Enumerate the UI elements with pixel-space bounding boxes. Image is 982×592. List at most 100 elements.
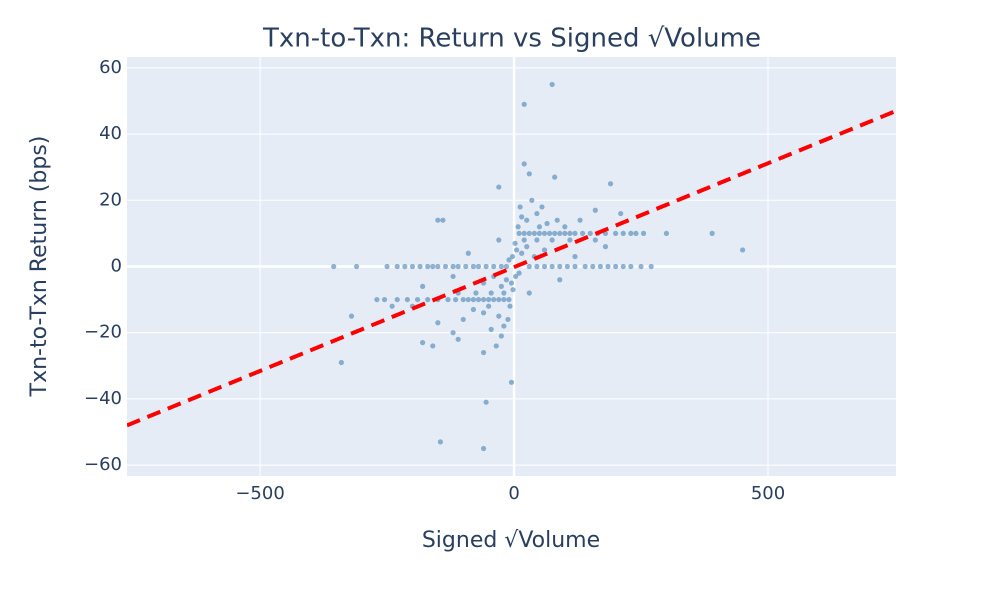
chart-title: Txn-to-Txn: Return vs Signed √Volume: [262, 24, 761, 54]
point: [577, 217, 583, 223]
point: [480, 310, 487, 316]
point: [465, 296, 471, 303]
point: [414, 296, 421, 303]
point: [597, 263, 603, 270]
point: [602, 244, 609, 250]
point: [450, 273, 456, 280]
point: [740, 247, 746, 253]
point: [516, 270, 522, 276]
point: [480, 296, 487, 303]
point: [648, 263, 654, 270]
point: [493, 343, 499, 349]
point: [552, 174, 558, 180]
point: [498, 283, 504, 289]
point: [491, 296, 497, 303]
point: [508, 280, 515, 286]
point: [470, 306, 477, 313]
point: [440, 217, 446, 223]
point: [409, 263, 416, 270]
point: [483, 263, 489, 270]
point: [509, 253, 516, 260]
point: [417, 263, 423, 270]
point: [501, 296, 507, 303]
point: [541, 263, 548, 270]
point: [475, 296, 482, 303]
point: [628, 263, 634, 270]
point: [521, 230, 527, 237]
y-tick-label: −40: [84, 388, 122, 409]
fit-line: [127, 109, 896, 428]
point: [460, 316, 466, 323]
point: [430, 343, 436, 349]
point: [507, 303, 513, 309]
point: [453, 296, 459, 303]
marks: [127, 81, 896, 452]
point: [480, 445, 487, 452]
point: [450, 263, 456, 270]
x-tick-label: 500: [751, 483, 785, 504]
point: [455, 336, 461, 342]
point: [549, 237, 555, 243]
point: [572, 263, 578, 270]
point: [435, 217, 441, 223]
point: [524, 244, 530, 250]
point: [491, 263, 497, 270]
point: [567, 230, 573, 237]
point: [498, 263, 504, 270]
point: [592, 207, 598, 213]
point: [486, 296, 492, 303]
point: [638, 263, 644, 270]
point: [534, 263, 540, 270]
point: [501, 290, 507, 296]
point: [521, 237, 527, 243]
point: [374, 296, 380, 303]
point: [512, 240, 518, 246]
point: [582, 263, 588, 270]
point: [420, 283, 426, 289]
point: [557, 263, 563, 270]
point: [475, 263, 482, 270]
point: [425, 263, 431, 270]
point: [420, 340, 426, 346]
point: [353, 263, 360, 270]
point: [498, 333, 504, 339]
y-tick-label: −20: [84, 322, 122, 343]
point: [524, 217, 530, 223]
point: [607, 181, 614, 187]
point: [338, 359, 344, 366]
x-tick-label: −500: [235, 483, 284, 504]
point: [539, 204, 545, 210]
point: [546, 230, 553, 237]
point: [526, 171, 532, 177]
point: [618, 210, 624, 217]
point: [709, 230, 715, 237]
point: [521, 101, 527, 107]
x-axis-title: Signed √Volume: [422, 528, 600, 553]
point: [435, 320, 441, 326]
point: [430, 263, 436, 270]
point: [529, 197, 535, 203]
point: [552, 230, 558, 237]
point: [442, 263, 449, 270]
point: [496, 313, 502, 319]
point: [554, 217, 560, 223]
y-tick-label: 40: [99, 123, 122, 144]
point: [517, 204, 523, 210]
point: [496, 237, 502, 243]
point: [510, 287, 516, 293]
point: [613, 263, 619, 270]
point: [488, 290, 494, 296]
point: [519, 214, 525, 220]
point: [580, 230, 586, 237]
point: [640, 230, 647, 237]
point: [381, 296, 388, 303]
point: [544, 220, 550, 227]
point: [470, 263, 477, 270]
point: [572, 253, 578, 260]
x-tick-label: 0: [508, 483, 519, 504]
point: [437, 439, 443, 445]
point: [496, 296, 502, 303]
y-axis-title: Txn-to-Txn Return (bps): [27, 136, 52, 398]
